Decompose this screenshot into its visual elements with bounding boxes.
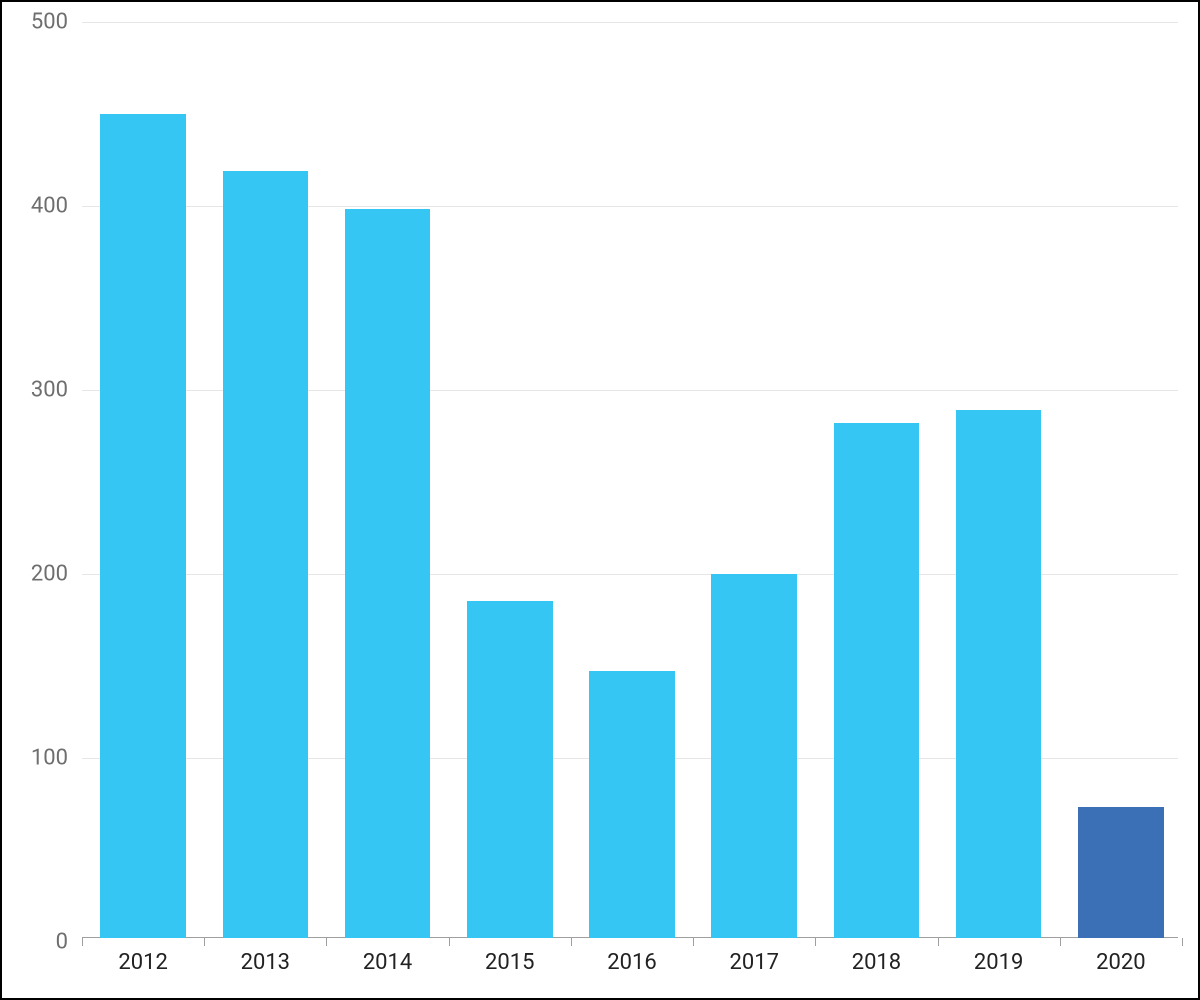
y-tick-label: 400 <box>31 194 82 219</box>
x-tick-label: 2019 <box>974 938 1023 975</box>
x-tick-label: 2015 <box>485 938 534 975</box>
y-tick-label: 100 <box>31 746 82 771</box>
bar <box>223 171 309 938</box>
gridline <box>82 22 1178 23</box>
bar <box>1078 807 1164 938</box>
x-tick <box>815 938 816 946</box>
bar <box>834 423 920 938</box>
x-tick <box>938 938 939 946</box>
x-tick-label: 2012 <box>118 938 167 975</box>
x-tick <box>693 938 694 946</box>
x-tick-label: 2016 <box>607 938 656 975</box>
bar <box>100 114 186 938</box>
x-tick <box>82 938 83 946</box>
y-tick-label: 300 <box>31 378 82 403</box>
x-tick-label: 2014 <box>363 938 412 975</box>
y-tick-label: 500 <box>31 10 82 35</box>
bar <box>345 209 431 938</box>
x-tick-label: 2018 <box>852 938 901 975</box>
y-tick-label: 0 <box>56 930 82 955</box>
bar <box>711 574 797 938</box>
x-tick <box>326 938 327 946</box>
x-tick-label: 2020 <box>1096 938 1145 975</box>
bar <box>589 671 675 938</box>
x-tick <box>1182 938 1183 946</box>
chart-frame: 0 100 200 300 400 500 2012 2013 2014 2015 2016 2017… <box>0 0 1200 1000</box>
x-tick-label: 2013 <box>241 938 290 975</box>
x-tick-label: 2017 <box>729 938 778 975</box>
bar <box>956 410 1042 938</box>
y-tick-label: 200 <box>31 562 82 587</box>
x-tick <box>571 938 572 946</box>
x-tick <box>449 938 450 946</box>
x-tick <box>204 938 205 946</box>
plot-area: 0100200300400500201220132014201520162017… <box>82 22 1178 938</box>
x-tick <box>1060 938 1061 946</box>
bar <box>467 601 553 938</box>
